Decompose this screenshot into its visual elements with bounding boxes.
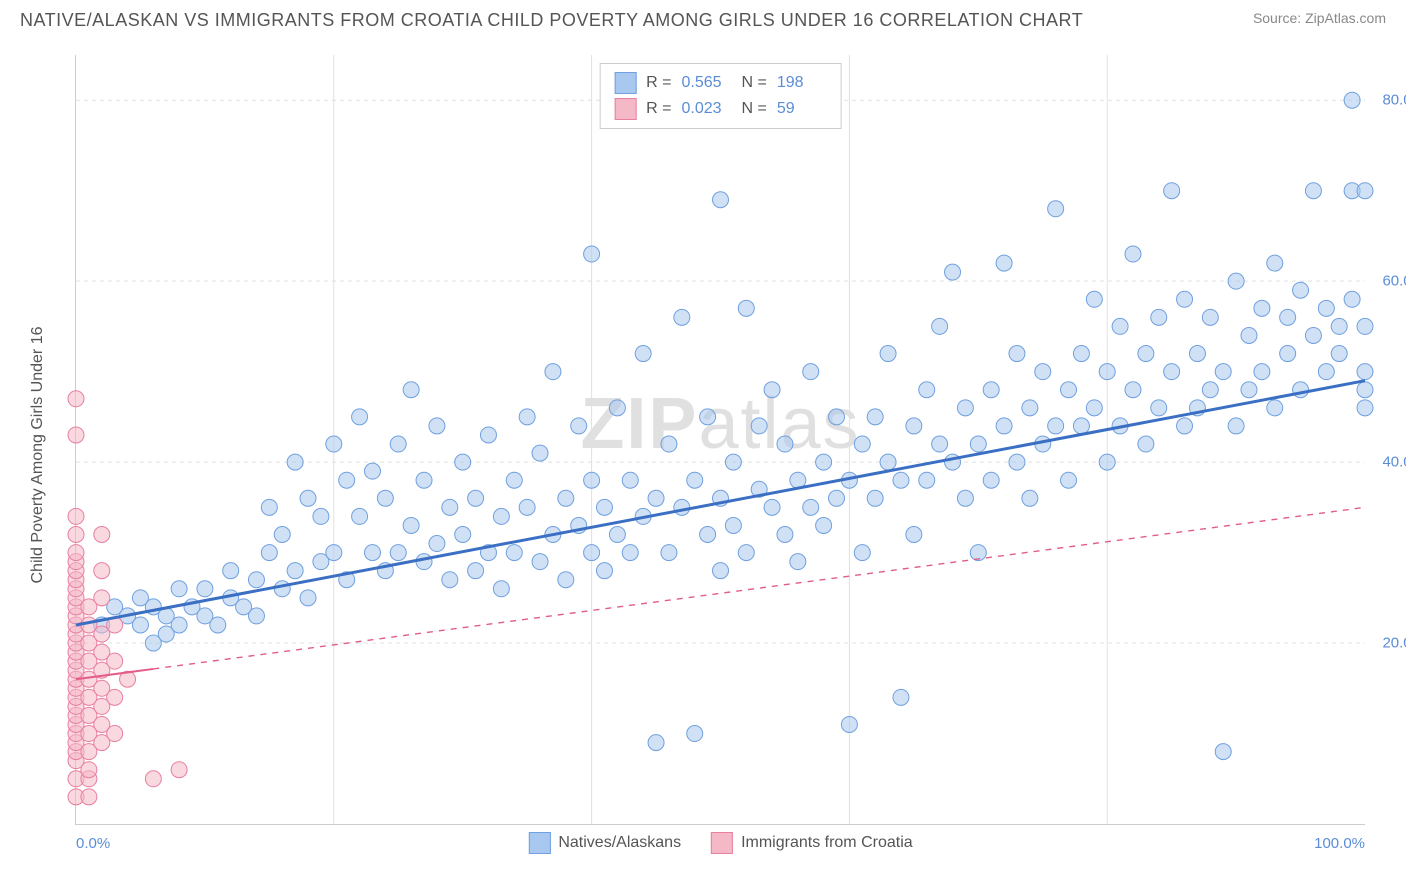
correlation-legend: R = 0.565 N = 198 R = 0.023 N = 59 [599,63,842,129]
legend-item-croatia: Immigrants from Croatia [711,832,913,854]
n-value-natives: 198 [777,74,827,92]
legend-row-natives: R = 0.565 N = 198 [614,70,827,96]
x-tick-max: 100.0% [1314,835,1365,852]
series-legend: Natives/Alaskans Immigrants from Croatia [528,832,912,854]
legend-item-natives: Natives/Alaskans [528,832,681,854]
legend-label-croatia: Immigrants from Croatia [741,834,913,852]
r-value-croatia: 0.023 [682,100,732,118]
n-label: N = [742,100,767,118]
r-value-natives: 0.565 [682,74,732,92]
y-tick-label: 40.0% [1382,454,1406,471]
chart-title: NATIVE/ALASKAN VS IMMIGRANTS FROM CROATI… [20,10,1083,31]
legend-label-natives: Natives/Alaskans [558,834,681,852]
y-tick-label: 80.0% [1382,92,1406,109]
source-name: ZipAtlas.com [1305,10,1386,26]
n-label: N = [742,74,767,92]
header: NATIVE/ALASKAN VS IMMIGRANTS FROM CROATI… [0,0,1406,31]
swatch-natives-icon [528,832,550,854]
y-axis-label: Child Poverty Among Girls Under 16 [29,327,47,584]
y-tick-label: 20.0% [1382,635,1406,652]
y-tick-label: 60.0% [1382,273,1406,290]
swatch-croatia-icon [711,832,733,854]
plot-area: ZIPatlas R = 0.565 N = 198 R = 0.023 N =… [75,55,1365,825]
swatch-croatia [614,98,636,120]
r-label: R = [646,74,671,92]
r-label: R = [646,100,671,118]
source-attribution: Source: ZipAtlas.com [1253,10,1386,26]
legend-row-croatia: R = 0.023 N = 59 [614,96,827,122]
x-tick-min: 0.0% [76,835,110,852]
chart-container: Child Poverty Among Girls Under 16 ZIPat… [50,55,1390,855]
swatch-natives [614,72,636,94]
n-value-croatia: 59 [777,100,827,118]
scatter-plot-svg [76,55,1365,824]
source-label: Source: [1253,10,1301,26]
